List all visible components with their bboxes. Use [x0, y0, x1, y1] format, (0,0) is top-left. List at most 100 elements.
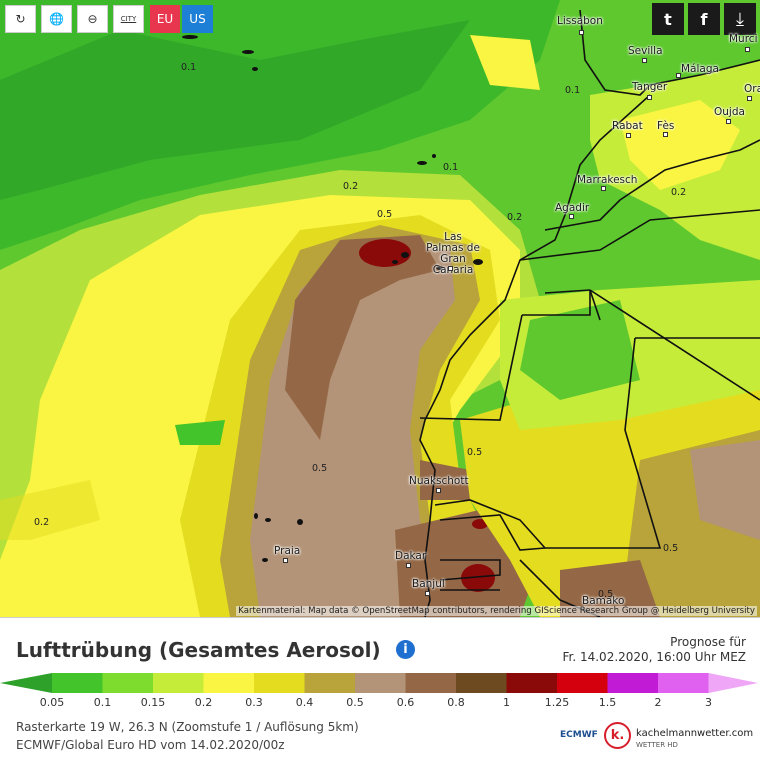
eu-label: EU — [156, 12, 174, 26]
contour-label: 0.5 — [598, 589, 614, 600]
city-label[interactable]: Fès — [657, 120, 675, 132]
city-marker — [425, 591, 430, 596]
contour-label: 0.5 — [312, 463, 328, 474]
facebook-button[interactable]: f — [688, 3, 720, 35]
city-label[interactable]: Las Palmas de Gran Canaria — [426, 231, 480, 276]
model-info-line: ECMWF/Global Euro HD vom 14.02.2020/00z — [16, 738, 285, 752]
scale-tick-label: 2 — [654, 696, 662, 709]
scale-tick-label: 0.6 — [396, 696, 415, 709]
scale-segment — [607, 673, 659, 693]
city-label[interactable]: Murci — [729, 33, 758, 45]
download-icon: ⤓ — [736, 8, 744, 30]
city-label[interactable]: Rabat — [612, 120, 643, 132]
city-label[interactable]: Lissabon — [557, 15, 603, 27]
zoom-button[interactable]: ⊖ — [77, 5, 108, 33]
city-label: CITY — [120, 15, 137, 23]
city-marker — [626, 133, 631, 138]
contour-label: 0.1 — [181, 62, 197, 73]
map-attribution: Kartenmaterial: Map data © OpenStreetMap… — [236, 606, 757, 616]
contour-label: 0.2 — [671, 187, 687, 198]
scale-tick-label: 0.4 — [295, 696, 314, 709]
city-marker — [436, 488, 441, 493]
scale-tick-label: 1.25 — [544, 696, 570, 709]
reload-button[interactable]: ↻ — [5, 5, 36, 33]
city-marker — [663, 132, 668, 137]
brand-subtitle: WETTER HD — [636, 741, 678, 749]
scale-segment — [506, 673, 558, 693]
scale-segment — [355, 673, 406, 693]
forecast-time: Fr. 14.02.2020, 16:00 Uhr MEZ — [562, 650, 746, 664]
city-button[interactable]: CITY — [113, 5, 144, 33]
scale-segment — [203, 673, 255, 693]
city-label[interactable]: Agadir — [555, 202, 590, 214]
contour-label: 0.2 — [343, 181, 359, 192]
contour-label: 0.5 — [663, 543, 679, 554]
city-label[interactable]: Tanger — [632, 81, 668, 93]
scale-tick-label: 0.1 — [93, 696, 112, 709]
contour-label: 0.2 — [507, 212, 523, 223]
city-marker — [569, 214, 574, 219]
city-marker — [726, 119, 731, 124]
globe-icon: 🌐 — [49, 12, 64, 26]
us-button[interactable]: US — [182, 5, 213, 33]
scale-tick-label: 0.3 — [245, 696, 263, 709]
city-marker — [745, 47, 750, 52]
scale-segment — [557, 673, 608, 693]
city-label[interactable]: Marrakesch — [577, 174, 638, 186]
eu-button[interactable]: EU — [150, 5, 180, 33]
map-info-line: Rasterkarte 19 W, 26.3 N (Zoomstufe 1 / … — [16, 720, 359, 734]
scale-segment — [254, 673, 305, 693]
scale-segment — [153, 673, 204, 693]
city-label[interactable]: Nuakschott — [409, 475, 469, 487]
city-marker — [676, 73, 681, 78]
ecmwf-logo: ECMWF — [560, 730, 598, 740]
city-label[interactable]: Málaga — [681, 63, 719, 75]
scale-arrow-left — [0, 673, 52, 693]
scale-tick-label: 1 — [503, 696, 510, 709]
scale-segment — [658, 673, 709, 693]
reload-icon: ↻ — [15, 12, 26, 26]
scale-tick-label: 3 — [705, 696, 712, 709]
city-label[interactable]: Praia — [274, 545, 301, 557]
contour-label: 0.2 — [34, 517, 50, 528]
contour-label: 0.1 — [565, 85, 581, 96]
scale-segment — [304, 673, 356, 693]
city-marker — [406, 563, 411, 568]
city-label[interactable]: Ora — [744, 83, 760, 95]
color-scale — [0, 673, 758, 693]
city-marker — [579, 30, 584, 35]
city-label[interactable]: Oujda — [714, 106, 745, 118]
facebook-icon: f — [700, 9, 708, 29]
contour-label: 0.1 — [443, 162, 459, 173]
city-label[interactable]: Banjul — [412, 578, 445, 590]
city-label[interactable]: Sevilla — [628, 45, 663, 57]
scale-segment — [102, 673, 154, 693]
scale-tick-label: 0.5 — [346, 696, 364, 709]
scale-segment — [405, 673, 457, 693]
contour-label: 0.5 — [467, 447, 483, 458]
city-label[interactable]: Dakar — [395, 550, 427, 562]
download-button[interactable]: ⤓ — [724, 3, 756, 35]
city-marker — [647, 95, 652, 100]
zoom-out-icon: ⊖ — [87, 12, 98, 26]
city-marker — [601, 186, 606, 191]
brand-name[interactable]: kachelmannwetter.com — [636, 728, 754, 739]
city-marker — [642, 58, 647, 63]
scale-tick-label: 0.05 — [39, 696, 65, 709]
city-marker — [448, 266, 453, 271]
kachelmann-logo-icon: k. — [604, 722, 631, 749]
scale-tick-label: 1.5 — [598, 696, 617, 709]
scale-arrow-right — [708, 673, 758, 693]
info-icon[interactable]: i — [396, 640, 415, 659]
map-area[interactable]: ↻ 🌐 ⊖ CITY EU US t f ⤓ Lissabon Sevilla … — [0, 0, 760, 617]
globe-button[interactable]: 🌐 — [41, 5, 72, 33]
scale-segment — [52, 673, 103, 693]
scale-tick-label: 0.15 — [140, 696, 166, 709]
twitter-button[interactable]: t — [652, 3, 684, 35]
scale-segment — [456, 673, 507, 693]
aerosol-field — [0, 0, 760, 617]
us-label: US — [189, 12, 206, 26]
scale-tick-label: 0.2 — [194, 696, 213, 709]
city-label[interactable]: Bamako — [582, 595, 625, 607]
chart-title: Lufttrübung (Gesamtes Aerosol) — [16, 638, 381, 662]
